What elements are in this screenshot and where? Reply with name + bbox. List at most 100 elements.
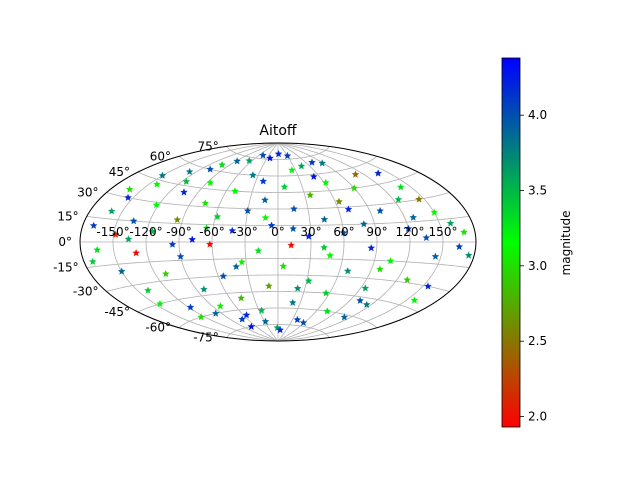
star-point	[351, 170, 360, 178]
star-point	[415, 195, 423, 203]
star-point	[288, 166, 296, 174]
colorbar-tick-label: 3.0	[528, 259, 547, 273]
star-point	[464, 251, 473, 259]
star-point	[376, 206, 384, 215]
parallel-line	[106, 192, 450, 210]
star-point	[218, 160, 226, 169]
longitude-tick-label: -120°	[129, 225, 162, 239]
star-point	[267, 221, 276, 229]
star-point	[213, 212, 222, 221]
longitude-tick-label: -60°	[199, 225, 225, 239]
star-point	[280, 182, 289, 191]
star-point	[242, 311, 251, 319]
parallel-line	[137, 291, 419, 313]
graticule-grid	[80, 143, 476, 341]
star-point	[173, 215, 182, 224]
star-point	[431, 252, 440, 260]
star-point	[446, 219, 455, 227]
latitude-tick-label: -15°	[53, 261, 79, 275]
star-point	[404, 224, 413, 232]
latitude-tick-label: 60°	[150, 149, 171, 163]
latitude-tick-labels: 75° 60° 45° 30° 15° 0° -15° -30° -45° -60° -75°	[53, 139, 219, 344]
star-point	[376, 265, 384, 273]
star-point	[409, 213, 418, 221]
star-point	[422, 233, 431, 242]
star-point	[201, 199, 210, 207]
star-point	[293, 315, 302, 324]
star-point	[238, 315, 246, 323]
star-point	[144, 286, 152, 294]
parallel-line	[226, 324, 330, 338]
star-point	[306, 191, 314, 199]
star-point	[320, 215, 329, 223]
star-point	[185, 167, 194, 175]
star-point	[107, 207, 116, 215]
latitude-tick-label: -30°	[73, 285, 99, 299]
map-boundary	[79, 142, 477, 342]
star-point	[254, 246, 263, 255]
latitude-tick-label: -75°	[193, 331, 219, 345]
star-point	[89, 221, 98, 229]
star-markers	[88, 150, 473, 334]
star-point	[197, 313, 205, 321]
latitude-tick-label: 15°	[57, 209, 78, 223]
star-point	[233, 157, 241, 165]
star-point	[283, 151, 292, 160]
colorbar-ticks: 2.0 2.5 3.0 3.5 4.0	[520, 108, 547, 424]
star-point	[158, 171, 167, 179]
star-point	[430, 208, 439, 216]
star-point	[124, 235, 133, 243]
star-point	[245, 156, 254, 165]
colorbar-tick-label: 3.5	[528, 184, 547, 198]
parallel-line	[137, 171, 419, 193]
star-point	[249, 171, 257, 179]
star-point	[279, 262, 288, 270]
star-point	[460, 228, 468, 236]
star-point	[361, 284, 370, 292]
star-point	[309, 172, 318, 180]
latitude-tick-label: -60°	[145, 321, 171, 335]
star-point	[148, 227, 157, 235]
star-point	[290, 204, 298, 213]
star-point	[237, 294, 245, 302]
star-point	[403, 275, 412, 284]
colorbar-tick-label: 4.0	[528, 108, 547, 122]
star-point	[394, 195, 403, 203]
star-point	[304, 232, 313, 240]
longitude-tick-label: 90°	[366, 225, 387, 239]
star-point	[297, 162, 306, 170]
star-point	[374, 169, 382, 177]
chart-title: Aitoff	[259, 123, 297, 139]
star-point	[259, 177, 268, 185]
star-point	[200, 285, 208, 293]
longitude-tick-labels: -150° -120° -90° -60° -30° 0° 30° 60° 90° 120° 150…	[96, 225, 457, 239]
star-point	[424, 282, 432, 290]
longitude-tick-label: -150°	[96, 225, 129, 239]
star-point	[339, 228, 348, 237]
star-point	[308, 158, 316, 166]
star-point	[152, 201, 161, 209]
star-point	[206, 165, 214, 173]
colorbar-tick-label: 2.0	[528, 410, 547, 424]
parallel-line	[86, 215, 470, 226]
star-point	[287, 241, 295, 249]
star-point	[162, 269, 170, 278]
star-point	[265, 282, 273, 290]
star-point	[335, 197, 343, 205]
latitude-tick-label: 30°	[77, 186, 98, 200]
star-point	[320, 243, 328, 251]
star-point	[211, 309, 220, 317]
longitude-tick-label: 0°	[271, 225, 285, 239]
star-point	[88, 257, 97, 265]
star-point	[326, 251, 334, 259]
star-point	[257, 306, 266, 314]
latitude-tick-label: 45°	[109, 165, 130, 179]
star-point	[156, 299, 164, 308]
star-point	[323, 307, 332, 315]
star-point	[367, 244, 376, 252]
parallel-line	[178, 155, 378, 177]
star-point	[202, 224, 211, 232]
latitude-tick-label: 0°	[58, 235, 72, 249]
star-point	[259, 151, 267, 159]
star-point	[219, 272, 228, 280]
